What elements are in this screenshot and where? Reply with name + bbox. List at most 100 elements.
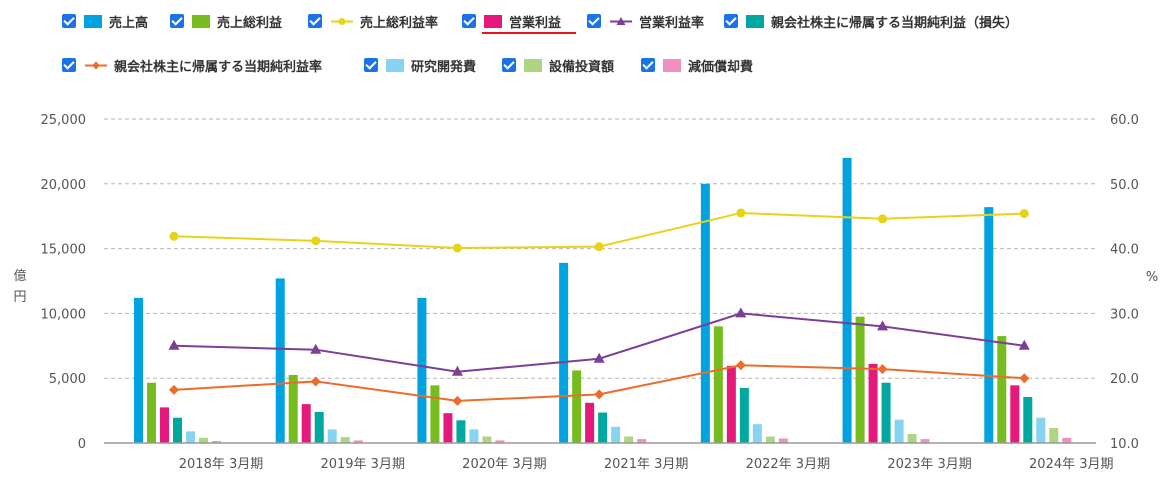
legend-label: 親会社株主に帰属する当期純利益率 <box>114 59 323 75</box>
legend-active-underline <box>482 32 576 34</box>
legend-item[interactable]: 営業利益率 <box>587 10 704 32</box>
x-tick-label: 2018年 3月期 <box>179 457 264 472</box>
bar <box>147 382 156 443</box>
right-tick-label: 40.0 <box>1110 243 1139 258</box>
left-tick-label: 0 <box>78 437 86 452</box>
line-point <box>594 389 605 400</box>
legend-bar-swatch <box>746 14 764 28</box>
bar <box>855 316 865 443</box>
legend-checkbox[interactable] <box>462 14 476 28</box>
left-tick-label: 5,000 <box>49 372 86 387</box>
legend-checkbox[interactable] <box>502 58 516 72</box>
bar <box>778 438 788 443</box>
legend-label: 減価償却費 <box>688 59 754 75</box>
legend-label: 営業利益 <box>509 15 562 31</box>
bar <box>199 437 208 443</box>
legend-checkbox[interactable] <box>308 14 322 28</box>
line-point <box>593 352 605 363</box>
bar <box>134 297 143 443</box>
bar <box>907 433 917 443</box>
legend-bar-swatch <box>84 14 102 28</box>
bar <box>430 385 440 443</box>
legend-checkbox[interactable] <box>364 58 378 72</box>
left-axis-unit: 億 <box>13 268 26 284</box>
bar <box>559 262 569 443</box>
line-point <box>878 214 888 224</box>
legend-checkbox[interactable] <box>587 14 601 28</box>
bar <box>765 436 775 443</box>
right-tick-label: 50.0 <box>1110 178 1139 193</box>
legend-bar-swatch <box>484 14 502 28</box>
legend-item[interactable]: 売上総利益 <box>170 10 282 32</box>
line-point <box>310 376 321 387</box>
bar <box>1049 428 1059 443</box>
line-point <box>1018 339 1030 350</box>
bar <box>611 426 621 443</box>
legend-item[interactable]: 営業利益 <box>462 10 576 34</box>
bar <box>752 424 762 443</box>
legend-line-swatch <box>85 61 107 69</box>
left-tick-label: 15,000 <box>41 243 87 258</box>
right-tick-label: 10.0 <box>1110 437 1139 452</box>
line-point <box>1019 373 1030 384</box>
bar <box>301 404 311 443</box>
legend-item[interactable]: 設備投資額 <box>502 54 614 76</box>
bar <box>1062 437 1072 443</box>
legend-checkbox[interactable] <box>724 14 738 28</box>
bar <box>186 431 195 443</box>
line-point <box>310 343 322 354</box>
legend-checkbox[interactable] <box>641 58 655 72</box>
x-tick-label: 2019年 3月期 <box>320 457 405 472</box>
left-tick-label: 20,000 <box>41 178 87 193</box>
legend-item[interactable]: 親会社株主に帰属する当期純利益率 <box>62 54 322 76</box>
right-tick-label: 60.0 <box>1110 113 1139 128</box>
bar <box>894 419 904 443</box>
legend-item[interactable]: 売上高 <box>62 10 148 32</box>
left-axis-unit: 円 <box>13 290 26 305</box>
bar <box>1010 385 1020 443</box>
line-point <box>311 236 321 246</box>
bar <box>173 417 182 443</box>
bar <box>624 436 634 443</box>
bar <box>572 370 582 443</box>
bar <box>997 336 1007 443</box>
legend-bar-swatch <box>386 58 404 72</box>
left-tick-label: 10,000 <box>41 307 87 322</box>
line-point <box>1019 209 1029 219</box>
line-point <box>451 365 463 376</box>
legend-label: 売上高 <box>109 15 149 31</box>
legend-label: 設備投資額 <box>549 59 615 75</box>
bar <box>984 207 994 443</box>
bar <box>327 429 337 443</box>
bar <box>212 441 221 443</box>
legend-item[interactable]: 売上総利益率 <box>308 10 438 32</box>
bar <box>1036 417 1046 443</box>
bar <box>160 407 169 443</box>
bar <box>1023 396 1033 443</box>
bar <box>713 326 723 443</box>
legend-checkbox[interactable] <box>62 58 76 72</box>
legend-item[interactable]: 研究開発費 <box>364 54 476 76</box>
line-point <box>736 208 746 218</box>
left-tick-label: 25,000 <box>41 113 87 128</box>
legend-checkbox[interactable] <box>62 14 76 28</box>
legend-label: 研究開発費 <box>411 59 477 75</box>
right-tick-label: 30.0 <box>1110 307 1139 322</box>
bar <box>275 278 285 443</box>
bar <box>288 374 298 443</box>
legend-checkbox[interactable] <box>170 14 184 28</box>
legend-item[interactable]: 親会社株主に帰属する当期純利益（損失） <box>724 10 1018 32</box>
bar <box>726 365 736 443</box>
legend-label: 営業利益率 <box>639 15 705 31</box>
line-point <box>452 243 462 253</box>
bar <box>417 297 427 443</box>
bar <box>868 363 878 443</box>
right-tick-label: 20.0 <box>1110 372 1139 387</box>
x-tick-label: 2020年 3月期 <box>462 457 547 472</box>
legend-item[interactable]: 減価償却費 <box>641 54 753 76</box>
bar <box>314 411 324 443</box>
bar <box>482 436 492 443</box>
bar <box>495 440 505 443</box>
right-axis-unit: % <box>1146 270 1158 285</box>
